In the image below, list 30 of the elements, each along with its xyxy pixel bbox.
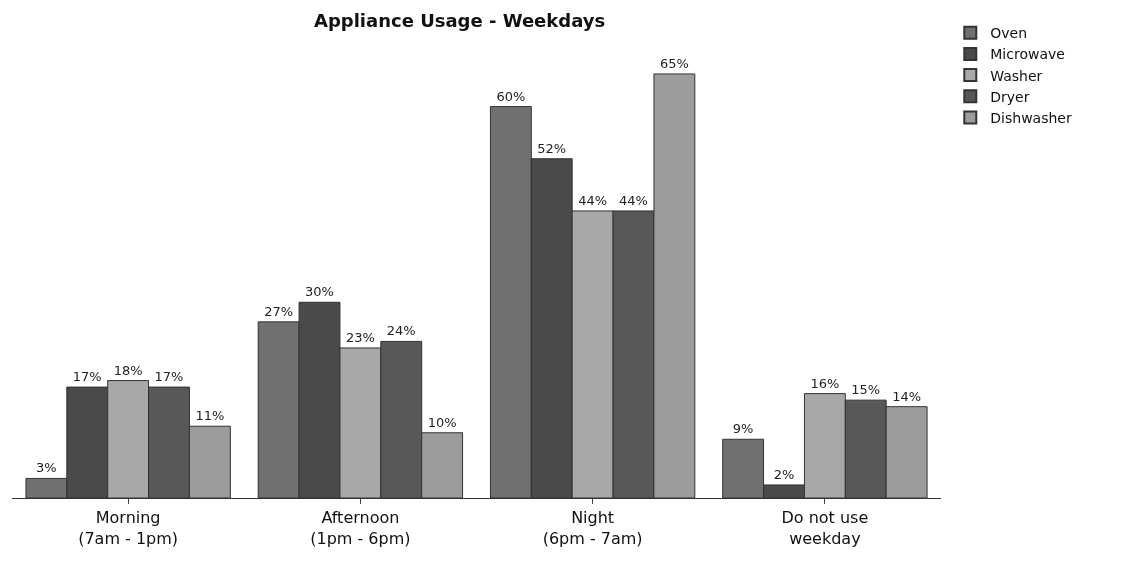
x-tick-label: Afternoon (1pm - 6pm): [310, 508, 411, 548]
data-label: 52%: [537, 140, 567, 156]
data-label: 2%: [773, 466, 795, 482]
x-tick-label: Morning (7am - 1pm): [78, 508, 179, 548]
data-label: 44%: [578, 192, 608, 208]
legend-label: Oven: [990, 25, 1028, 42]
x-tick-label: Night (6pm - 7am): [542, 508, 643, 548]
data-label: 23%: [345, 329, 375, 345]
data-label: 16%: [810, 375, 840, 391]
data-label: 65%: [659, 55, 689, 71]
data-label: 11%: [195, 408, 225, 424]
data-label: 27%: [264, 303, 294, 319]
data-label: 14%: [892, 388, 922, 404]
legend-label: Washer: [990, 67, 1043, 84]
legend-label: Microwave: [990, 46, 1065, 63]
chart-title: Appliance Usage - Weekdays: [313, 9, 606, 31]
data-label: 9%: [732, 421, 754, 437]
data-label: 17%: [154, 369, 184, 385]
data-label: 10%: [427, 414, 457, 430]
data-label: 60%: [496, 88, 526, 104]
data-label: 24%: [386, 323, 416, 339]
data-label: 44%: [619, 192, 648, 208]
legend-label: Dryer: [990, 88, 1030, 105]
data-label: 17%: [72, 369, 102, 385]
legend-label: Dishwasher: [990, 109, 1072, 126]
data-label: 15%: [851, 382, 881, 398]
data-label: 3%: [36, 460, 57, 476]
x-tick-label: Do not use weekday: [781, 508, 869, 548]
data-label: 18%: [113, 362, 143, 378]
data-label: 30%: [305, 284, 334, 300]
